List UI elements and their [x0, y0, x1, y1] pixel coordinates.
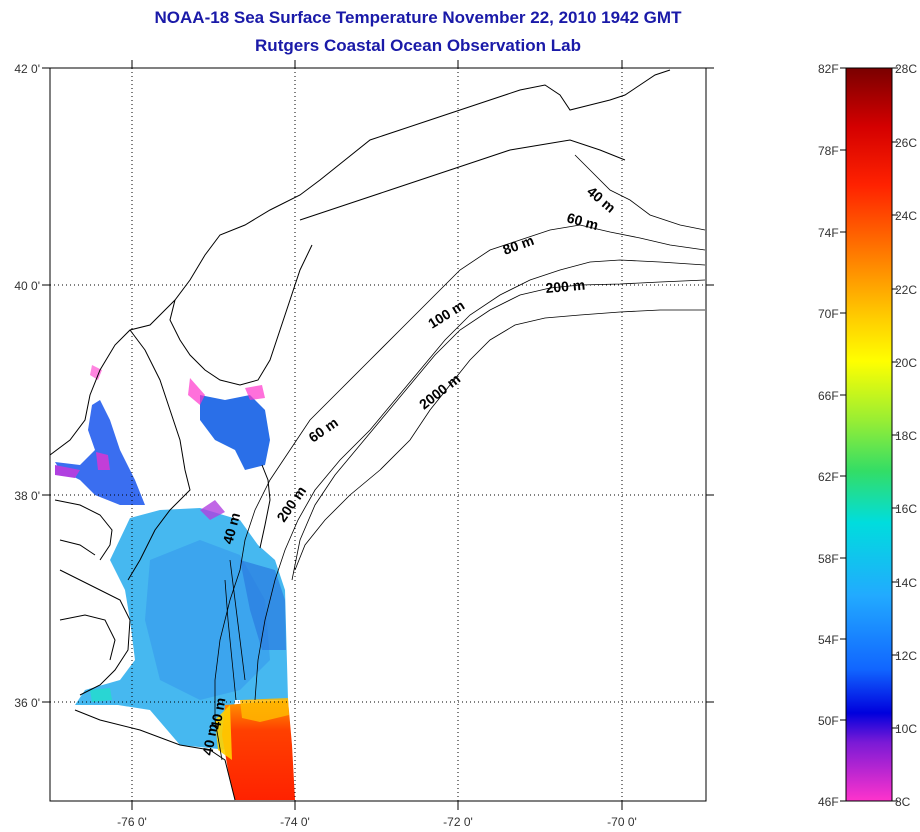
cbar-f-label: 82F [818, 62, 839, 76]
cbar-c-label: 8C [895, 795, 911, 809]
cbar-f-label: 74F [818, 226, 839, 240]
lon-label: -70 0' [607, 815, 637, 829]
cbar-c-label: 12C [895, 649, 917, 663]
cbar-f-label: 50F [818, 714, 839, 728]
lat-label: 36 0' [14, 696, 40, 710]
lat-label: 42 0' [14, 62, 40, 76]
lon-label: -72 0' [443, 815, 473, 829]
cbar-f-label: 66F [818, 389, 839, 403]
colorbar-f-labels: 82F 78F 74F 70F 66F 62F 58F 54F 50F 46F [818, 62, 839, 809]
cbar-c-label: 22C [895, 283, 917, 297]
cbar-c-label: 28C [895, 62, 917, 76]
colorbar [846, 68, 892, 801]
lat-label: 40 0' [14, 279, 40, 293]
lon-label: -74 0' [280, 815, 310, 829]
cbar-f-label: 62F [818, 470, 839, 484]
cbar-c-label: 26C [895, 136, 917, 150]
lon-label: -76 0' [117, 815, 147, 829]
cbar-f-label: 46F [818, 795, 839, 809]
cbar-f-label: 58F [818, 552, 839, 566]
colorbar-c-labels: 28C 26C 24C 22C 20C 18C 16C 14C 12C 10C … [895, 62, 917, 809]
cbar-c-label: 14C [895, 576, 917, 590]
cbar-c-label: 16C [895, 502, 917, 516]
cbar-c-label: 18C [895, 429, 917, 443]
cbar-c-label: 10C [895, 722, 917, 736]
cbar-f-label: 78F [818, 144, 839, 158]
lat-label: 38 0' [14, 489, 40, 503]
cbar-f-label: 54F [818, 633, 839, 647]
cbar-f-label: 70F [818, 307, 839, 321]
cbar-c-label: 20C [895, 356, 917, 370]
cbar-c-label: 24C [895, 209, 917, 223]
